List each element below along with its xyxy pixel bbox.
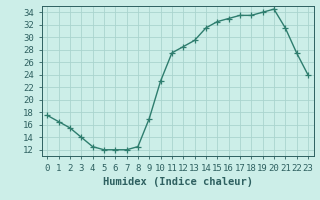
X-axis label: Humidex (Indice chaleur): Humidex (Indice chaleur) [103,177,252,187]
